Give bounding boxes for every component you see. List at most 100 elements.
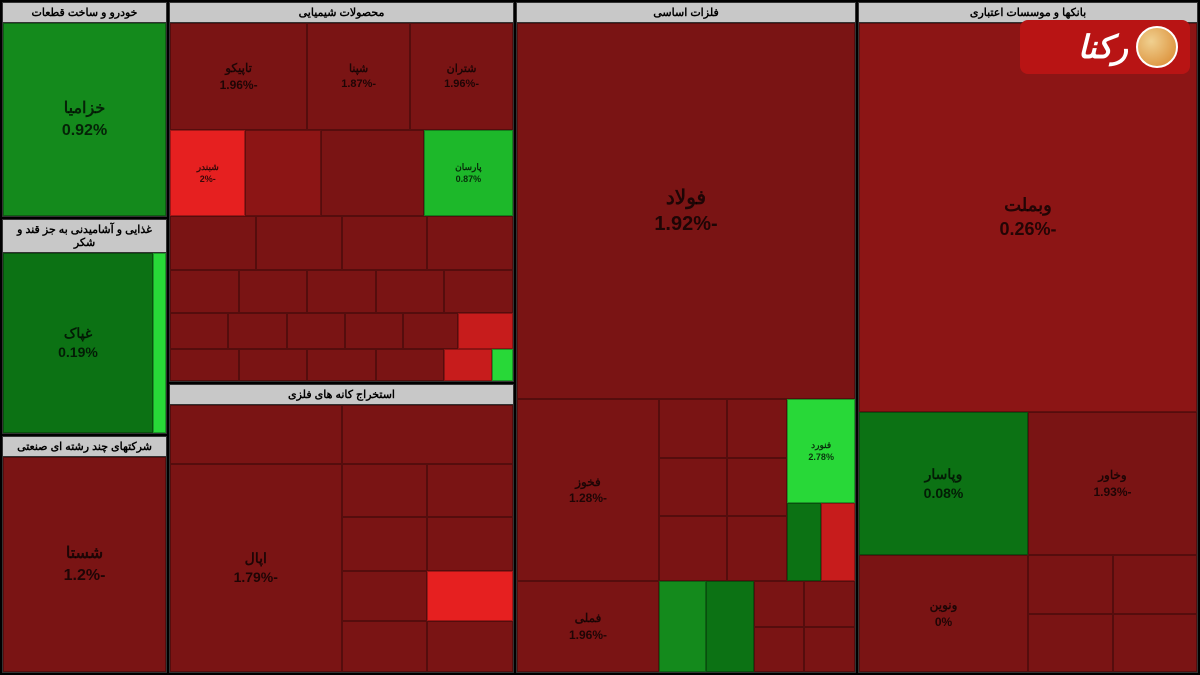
- treemap-cell[interactable]: [427, 571, 513, 622]
- sector-body: اپال-1.79%: [170, 405, 513, 672]
- treemap-cell[interactable]: [458, 313, 513, 349]
- cell-value: -2%: [200, 174, 216, 185]
- treemap-cell[interactable]: [659, 516, 727, 581]
- column-banks: بانکها و موسسات اعتباری وبملت-0.26%وپاسا…: [858, 2, 1198, 673]
- cell-name: شبندر: [197, 162, 219, 173]
- treemap-cell[interactable]: فولاد-1.92%: [517, 23, 855, 399]
- treemap-cell[interactable]: [427, 621, 513, 672]
- treemap-cell[interactable]: شبندر-2%: [170, 130, 245, 216]
- cell-value: 0.87%: [456, 174, 482, 185]
- treemap-cell[interactable]: [153, 253, 166, 433]
- cell-name: ونوین: [930, 598, 958, 612]
- treemap-cell[interactable]: [342, 216, 428, 270]
- treemap-cell[interactable]: وپاسار0.08%: [859, 412, 1028, 555]
- treemap-cell[interactable]: [256, 216, 342, 270]
- treemap-cell[interactable]: [1113, 614, 1198, 672]
- treemap-cell[interactable]: [754, 627, 805, 672]
- treemap-cell[interactable]: وخاور-1.93%: [1028, 412, 1197, 555]
- treemap-cell[interactable]: [804, 627, 855, 672]
- cell-name: خزامیا: [64, 99, 105, 118]
- treemap-cell[interactable]: [342, 464, 428, 517]
- treemap-cell[interactable]: [170, 405, 342, 464]
- sector-chemical: محصولات شیمیایی تاپیکو-1.96%شپنا-1.87%شت…: [169, 2, 514, 382]
- cell-value: -1.79%: [234, 569, 278, 586]
- treemap-cell[interactable]: شتران-1.96%: [410, 23, 513, 130]
- treemap-cell[interactable]: فنورد2.78%: [787, 399, 855, 503]
- treemap-cell[interactable]: [1113, 555, 1198, 613]
- sector-body: وبملت-0.26%وپاسار0.08%وخاور-1.93%ونوین0%: [859, 23, 1197, 672]
- treemap-container: خودرو و ساخت قطعات خزامیا0.92% غذایی و آ…: [0, 0, 1200, 675]
- treemap-cell[interactable]: [659, 399, 727, 457]
- treemap-cell[interactable]: [307, 349, 376, 381]
- sector-metals: فلزات اساسی فولاد-1.92%فخوز-1.28%فنورد2.…: [516, 2, 856, 673]
- treemap-cell[interactable]: فخوز-1.28%: [517, 399, 659, 581]
- treemap-cell[interactable]: [342, 517, 428, 570]
- treemap-cell[interactable]: [659, 581, 706, 672]
- treemap-cell[interactable]: [427, 216, 513, 270]
- treemap-cell[interactable]: [727, 516, 788, 581]
- treemap-cell[interactable]: شپنا-1.87%: [307, 23, 410, 130]
- treemap-cell[interactable]: [170, 313, 228, 349]
- treemap-cell[interactable]: [492, 349, 513, 381]
- treemap-cell[interactable]: [170, 349, 239, 381]
- treemap-cell[interactable]: [427, 464, 513, 517]
- sector-body: تاپیکو-1.96%شپنا-1.87%شتران-1.96% شبندر-2…: [170, 23, 513, 381]
- treemap-cell[interactable]: [376, 349, 445, 381]
- cell-name: فملی: [575, 611, 602, 625]
- treemap-cell[interactable]: [754, 581, 805, 626]
- treemap-cell[interactable]: [427, 517, 513, 570]
- treemap-cell[interactable]: [307, 270, 376, 313]
- globe-icon: [1136, 26, 1178, 68]
- sector-mining: استخراج کانه های فلزی اپال-1.79%: [169, 384, 514, 673]
- cell-name: شپنا: [349, 63, 368, 76]
- treemap-cell[interactable]: [239, 349, 308, 381]
- treemap-cell[interactable]: پارسان0.87%: [424, 130, 513, 216]
- treemap-cell[interactable]: [727, 399, 788, 457]
- cell-name: غپاک: [64, 325, 92, 342]
- treemap-cell[interactable]: [342, 405, 514, 464]
- treemap-cell[interactable]: [727, 458, 788, 516]
- treemap-cell[interactable]: شستا-1.2%: [3, 457, 166, 672]
- treemap-cell[interactable]: [1028, 555, 1113, 613]
- treemap-cell[interactable]: ونوین0%: [859, 555, 1028, 672]
- treemap-cell[interactable]: [228, 313, 286, 349]
- cell-name: فولاد: [666, 186, 706, 210]
- treemap-cell[interactable]: تاپیکو-1.96%: [170, 23, 307, 130]
- treemap-cell[interactable]: [787, 503, 821, 581]
- treemap-cell[interactable]: اپال-1.79%: [170, 464, 342, 672]
- treemap-cell[interactable]: خزامیا0.92%: [3, 23, 166, 216]
- treemap-cell[interactable]: [403, 313, 458, 349]
- treemap-cell[interactable]: [804, 581, 855, 626]
- cell-value: -0.26%: [999, 219, 1056, 241]
- treemap-cell[interactable]: غپاک0.19%: [3, 253, 153, 433]
- sector-auto: خودرو و ساخت قطعات خزامیا0.92%: [2, 2, 167, 217]
- column-metals: فلزات اساسی فولاد-1.92%فخوز-1.28%فنورد2.…: [516, 2, 856, 673]
- cell-value: -1.96%: [569, 628, 607, 642]
- cell-value: -1.28%: [569, 491, 607, 505]
- treemap-cell[interactable]: [821, 503, 855, 581]
- treemap-cell[interactable]: [245, 130, 320, 216]
- treemap-cell[interactable]: [342, 621, 428, 672]
- sector-header: شرکتهای چند رشته ای صنعتی: [3, 437, 166, 457]
- sector-body: شستا-1.2%: [3, 457, 166, 672]
- treemap-cell[interactable]: فملی -1.96%: [517, 581, 659, 672]
- treemap-cell[interactable]: [706, 581, 753, 672]
- treemap-cell[interactable]: [170, 270, 239, 313]
- treemap-cell[interactable]: [287, 313, 345, 349]
- logo-text: رکنا: [1078, 28, 1128, 66]
- sector-body: غپاک0.19%: [3, 253, 166, 433]
- sector-body: فولاد-1.92%فخوز-1.28% فنورد2.78% فملی -1.96…: [517, 23, 855, 672]
- treemap-cell[interactable]: [659, 458, 727, 516]
- treemap-cell[interactable]: [170, 216, 256, 270]
- cell-value: 0.08%: [924, 485, 964, 502]
- cell-name: پارسان: [455, 162, 482, 173]
- treemap-cell[interactable]: [444, 270, 513, 313]
- treemap-cell[interactable]: [1028, 614, 1113, 672]
- cell-value: 2.78%: [808, 452, 834, 463]
- treemap-cell[interactable]: [342, 571, 428, 622]
- treemap-cell[interactable]: [345, 313, 403, 349]
- treemap-cell[interactable]: [239, 270, 308, 313]
- treemap-cell[interactable]: [321, 130, 424, 216]
- treemap-cell[interactable]: [376, 270, 445, 313]
- treemap-cell[interactable]: [444, 349, 492, 381]
